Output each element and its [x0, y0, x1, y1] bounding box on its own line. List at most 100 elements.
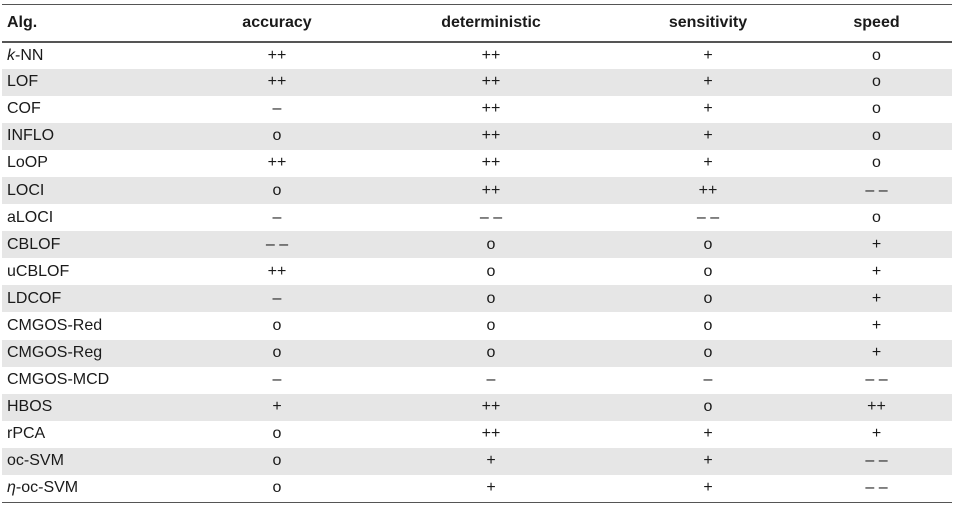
- header-speed: speed: [801, 4, 952, 43]
- sensitivity-cell: o: [615, 258, 801, 286]
- deterministic-cell: ++: [367, 95, 615, 123]
- speed-cell: +: [801, 231, 952, 259]
- algorithm-name: CBLOF: [7, 235, 61, 253]
- table-row: oc-SVM o + + – –: [2, 447, 952, 475]
- accuracy-cell: o: [187, 420, 367, 448]
- accuracy-cell: –: [187, 204, 367, 232]
- algorithm-name-cell: rPCA: [2, 420, 187, 448]
- table-row: rPCA o ++ + +: [2, 420, 952, 448]
- algorithm-name-prefix: η: [7, 479, 16, 497]
- accuracy-cell: –: [187, 366, 367, 394]
- algorithm-name: COF: [7, 100, 41, 118]
- speed-cell: o: [801, 95, 952, 123]
- sensitivity-cell: o: [615, 312, 801, 340]
- algorithm-name: oc-SVM: [7, 452, 64, 470]
- accuracy-cell: – –: [187, 231, 367, 259]
- speed-cell: – –: [801, 176, 952, 205]
- speed-cell: o: [801, 41, 952, 69]
- algorithm-name: INFLO: [7, 127, 55, 145]
- speed-cell: – –: [801, 475, 952, 503]
- speed-cell: +: [801, 420, 952, 448]
- algorithm-name-cell: INFLO: [2, 122, 187, 150]
- header-accuracy: accuracy: [187, 4, 367, 43]
- speed-cell: o: [801, 149, 952, 177]
- table-body: k-NN ++ ++ + o LOF ++ ++ + o COF – ++ + o INFLO o ++ + o LoO…: [2, 41, 952, 503]
- speed-cell: +: [801, 312, 952, 340]
- algorithm-name: -NN: [15, 46, 44, 64]
- deterministic-cell: ++: [367, 176, 615, 205]
- sensitivity-cell: ++: [615, 176, 801, 205]
- algorithm-name-cell: COF: [2, 95, 187, 123]
- algorithm-name-cell: oc-SVM: [2, 447, 187, 475]
- deterministic-cell: o: [367, 339, 615, 367]
- accuracy-cell: o: [187, 176, 367, 205]
- algorithm-name: CMGOS-Reg: [7, 344, 103, 362]
- speed-cell: +: [801, 339, 952, 367]
- deterministic-cell: –: [367, 366, 615, 394]
- algorithm-name: uCBLOF: [7, 262, 70, 280]
- sensitivity-cell: o: [615, 231, 801, 259]
- algorithm-name: LoOP: [7, 154, 48, 172]
- table-row: uCBLOF ++ o o +: [2, 258, 952, 286]
- speed-cell: o: [801, 122, 952, 150]
- sensitivity-cell: +: [615, 149, 801, 177]
- deterministic-cell: ++: [367, 68, 615, 96]
- accuracy-cell: ++: [187, 149, 367, 177]
- deterministic-cell: o: [367, 258, 615, 286]
- sensitivity-cell: +: [615, 447, 801, 475]
- algorithm-name: aLOCI: [7, 208, 54, 226]
- deterministic-cell: ++: [367, 149, 615, 177]
- algorithm-name: CMGOS-Red: [7, 316, 103, 334]
- algorithm-name-cell: k-NN: [2, 41, 187, 69]
- speed-cell: +: [801, 285, 952, 313]
- deterministic-cell: o: [367, 285, 615, 313]
- header-deterministic: deterministic: [367, 4, 615, 43]
- sensitivity-cell: +: [615, 41, 801, 69]
- speed-cell: +: [801, 258, 952, 286]
- algorithm-name-cell: LOCI: [2, 176, 187, 205]
- accuracy-cell: o: [187, 475, 367, 503]
- sensitivity-cell: – –: [615, 204, 801, 232]
- accuracy-cell: ++: [187, 68, 367, 96]
- table-row: LoOP ++ ++ + o: [2, 149, 952, 177]
- table-row: COF – ++ + o: [2, 95, 952, 123]
- header-sensitivity: sensitivity: [615, 4, 801, 43]
- accuracy-cell: o: [187, 122, 367, 150]
- table-row: k-NN ++ ++ + o: [2, 41, 952, 69]
- table-row: LOCI o ++ ++ – –: [2, 176, 952, 205]
- table-row: LDCOF – o o +: [2, 285, 952, 313]
- algorithm-name: CMGOS-MCD: [7, 371, 110, 389]
- table-row: INFLO o ++ + o: [2, 122, 952, 150]
- sensitivity-cell: +: [615, 475, 801, 503]
- algorithm-name-cell: uCBLOF: [2, 258, 187, 286]
- sensitivity-cell: +: [615, 420, 801, 448]
- deterministic-cell: +: [367, 475, 615, 503]
- algorithm-name: LOCI: [7, 181, 45, 199]
- algorithm-name-cell: CBLOF: [2, 231, 187, 259]
- sensitivity-cell: +: [615, 95, 801, 123]
- algorithm-name: -oc-SVM: [15, 479, 79, 497]
- algorithm-name-cell: CMGOS-MCD: [2, 366, 187, 394]
- accuracy-cell: –: [187, 95, 367, 123]
- accuracy-cell: o: [187, 312, 367, 340]
- deterministic-cell: ++: [367, 393, 615, 421]
- algorithm-name: LDCOF: [7, 289, 62, 307]
- table-row: CMGOS-Red o o o +: [2, 312, 952, 340]
- comparison-table: Alg. accuracy deterministic sensitivity …: [2, 4, 952, 503]
- table-row: CBLOF – – o o +: [2, 231, 952, 259]
- speed-cell: ++: [801, 393, 952, 421]
- table-row: η-oc-SVM o + + – –: [2, 475, 952, 503]
- deterministic-cell: o: [367, 312, 615, 340]
- accuracy-cell: o: [187, 339, 367, 367]
- table-row: LOF ++ ++ + o: [2, 68, 952, 96]
- algorithm-name-cell: CMGOS-Red: [2, 312, 187, 340]
- speed-cell: – –: [801, 447, 952, 475]
- sensitivity-cell: o: [615, 285, 801, 313]
- table-row: CMGOS-MCD – – – – –: [2, 366, 952, 394]
- algorithm-name-cell: HBOS: [2, 393, 187, 421]
- algorithm-name: LOF: [7, 73, 39, 91]
- sensitivity-cell: o: [615, 393, 801, 421]
- speed-cell: o: [801, 204, 952, 232]
- algorithm-name: HBOS: [7, 398, 53, 416]
